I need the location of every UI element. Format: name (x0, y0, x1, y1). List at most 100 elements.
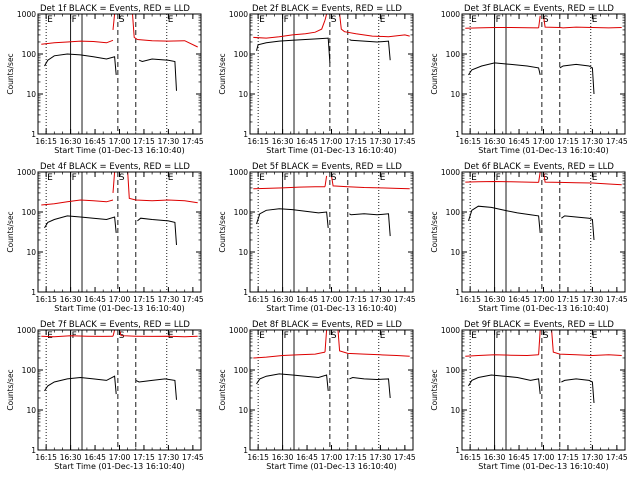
x-tick-label: 17:30 (158, 453, 180, 462)
lld-series-line (41, 335, 114, 338)
x-tick-label: 16:45 (296, 137, 318, 146)
y-tick-label: 1 (243, 130, 248, 139)
x-tick-label: 16:30 (272, 137, 294, 146)
x-tick-label: 16:45 (296, 453, 318, 462)
panel-title: Det 5f BLACK = Events, RED = LLD (252, 162, 402, 172)
marker-label: E (259, 331, 265, 341)
x-tick-label: 17:00 (109, 453, 131, 462)
x-tick-label: 16:45 (508, 295, 530, 304)
y-tick-label: 100 (234, 366, 249, 375)
marker-label: E (592, 173, 598, 183)
x-tick-label: 17:15 (133, 295, 155, 304)
lld-series-line (324, 330, 329, 353)
x-tick-label: 17:15 (557, 137, 579, 146)
y-axis-label: Counts/sec (218, 53, 227, 94)
y-axis-label: Counts/sec (6, 211, 15, 252)
events-series-line (561, 378, 595, 404)
x-tick-label: 16:45 (84, 295, 106, 304)
marker-label: S (543, 15, 549, 25)
marker-label: S (543, 173, 549, 183)
y-tick-label: 1 (31, 130, 36, 139)
panel-title: Det 3f BLACK = Events, RED = LLD (464, 4, 614, 14)
marker-label: E (47, 15, 53, 25)
y-tick-label: 1000 (229, 168, 248, 177)
x-tick-label: 17:00 (533, 295, 555, 304)
y-tick-label: 1 (455, 288, 460, 297)
y-tick-label: 10 (450, 248, 460, 257)
lld-series-line (324, 175, 328, 187)
x-tick-label: 17:30 (370, 137, 392, 146)
x-tick-label: 16:30 (60, 295, 82, 304)
marker-label: E (259, 15, 265, 25)
x-tick-label: 16:45 (508, 137, 530, 146)
events-series-line (256, 208, 329, 228)
x-tick-label: 16:15 (35, 453, 57, 462)
x-tick-label: 17:00 (321, 453, 343, 462)
lld-series-line (543, 15, 622, 29)
lld-series-line (465, 354, 539, 357)
events-series-line (135, 378, 177, 400)
y-tick-label: 100 (446, 50, 461, 59)
y-tick-label: 100 (22, 366, 37, 375)
marker-label: F (284, 15, 289, 25)
x-tick-label: 16:30 (60, 137, 82, 146)
x-tick-label: 17:45 (182, 453, 204, 462)
events-series-line (44, 215, 117, 233)
x-tick-label: 17:45 (394, 295, 416, 304)
y-tick-label: 1000 (17, 326, 36, 335)
marker-label: F (72, 173, 77, 183)
y-axis-label: Counts/sec (218, 211, 227, 252)
y-tick-label: 10 (26, 90, 36, 99)
x-axis-label: Start Time (01-Dec-13 16:10:40) (54, 462, 185, 471)
x-tick-label: 17:15 (345, 137, 367, 146)
y-tick-label: 1000 (441, 168, 460, 177)
x-axis-label: Start Time (01-Dec-13 16:10:40) (266, 304, 397, 313)
y-tick-label: 10 (450, 406, 460, 415)
marker-label: F (72, 15, 77, 25)
x-tick-label: 16:45 (508, 453, 530, 462)
lld-series-line (112, 14, 117, 30)
y-tick-label: 100 (234, 50, 249, 59)
y-axis-label: Counts/sec (218, 369, 227, 410)
events-series-line (559, 63, 595, 95)
x-axis-label: Start Time (01-Dec-13 16:10:40) (54, 304, 185, 313)
x-tick-label: 17:15 (557, 453, 579, 462)
lld-series-line (339, 14, 410, 38)
lld-series-line (253, 20, 326, 39)
lld-series-line (331, 175, 410, 190)
x-tick-label: 17:30 (370, 295, 392, 304)
y-tick-label: 1 (243, 446, 248, 455)
marker-label: F (496, 173, 501, 183)
x-tick-label: 17:45 (394, 137, 416, 146)
x-tick-label: 17:45 (606, 453, 628, 462)
marker-label: S (119, 15, 125, 25)
marker-label: S (543, 331, 549, 341)
lld-series-line (465, 180, 539, 183)
events-series-line (561, 215, 595, 241)
x-tick-label: 17:45 (606, 295, 628, 304)
x-tick-label: 17:30 (370, 453, 392, 462)
events-series-line (468, 205, 541, 233)
marker-label: E (471, 173, 477, 183)
x-tick-label: 17:15 (133, 137, 155, 146)
y-tick-label: 1000 (17, 168, 36, 177)
y-axis-label: Counts/sec (430, 53, 439, 94)
marker-label: E (380, 15, 386, 25)
lld-series-line (551, 330, 622, 357)
x-tick-label: 17:00 (109, 295, 131, 304)
x-tick-label: 17:15 (133, 453, 155, 462)
y-axis-label: Counts/sec (6, 369, 15, 410)
marker-label: E (380, 173, 386, 183)
x-tick-label: 16:15 (247, 137, 269, 146)
marker-label: F (284, 173, 289, 183)
y-axis-label: Counts/sec (430, 211, 439, 252)
x-tick-label: 17:30 (582, 453, 604, 462)
y-tick-label: 100 (446, 366, 461, 375)
events-series-line (138, 58, 177, 91)
